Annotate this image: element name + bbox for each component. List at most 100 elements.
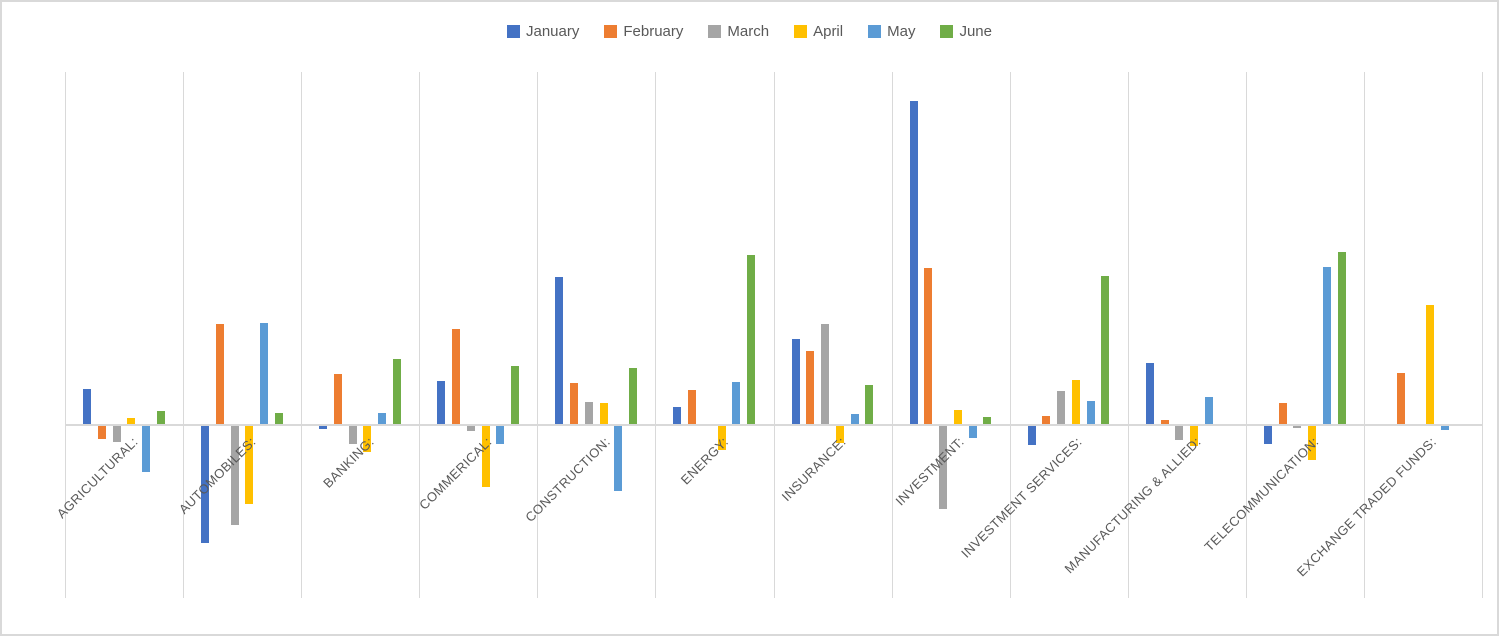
category-label: TELECOMMUNICATION: <box>1201 434 1322 555</box>
bar-february-5[interactable] <box>570 383 579 424</box>
bar-june-11[interactable] <box>1337 252 1346 424</box>
bar-may-8[interactable] <box>968 426 977 438</box>
bar-april-11[interactable] <box>1308 426 1317 460</box>
bar-april-2[interactable] <box>245 426 254 504</box>
bar-march-5[interactable] <box>584 402 593 424</box>
bar-april-1[interactable] <box>127 418 136 424</box>
category-label: INVESTMENT SERVICES: <box>958 434 1086 561</box>
chart-legend: January February March April May June <box>2 23 1497 40</box>
bar-may-5[interactable] <box>614 426 623 491</box>
bar-february-11[interactable] <box>1278 403 1287 424</box>
zero-axis-line <box>65 424 1482 426</box>
bar-february-4[interactable] <box>452 329 460 424</box>
category-label: CONSTRUCTION: <box>522 434 613 525</box>
bar-june-7[interactable] <box>865 385 874 424</box>
bar-june-3[interactable] <box>392 359 401 424</box>
bar-february-3[interactable] <box>333 374 342 424</box>
bar-may-2[interactable] <box>260 323 269 424</box>
bar-march-4[interactable] <box>466 426 475 431</box>
bar-april-5[interactable] <box>599 403 608 424</box>
bar-june-9[interactable] <box>1101 276 1110 424</box>
legend-label: June <box>959 23 992 40</box>
category-label: ENERGY: <box>677 434 732 488</box>
bar-june-2[interactable] <box>274 413 283 424</box>
vertical-gridline <box>65 72 66 598</box>
bar-april-9[interactable] <box>1071 380 1080 424</box>
category-label: MANUFACTURING & ALLIED: <box>1061 434 1204 577</box>
vertical-gridline <box>1009 72 1011 598</box>
bar-april-7[interactable] <box>835 426 844 443</box>
bar-march-11[interactable] <box>1293 426 1302 428</box>
bar-january-9[interactable] <box>1027 426 1036 445</box>
legend-swatch-march <box>708 25 722 38</box>
legend-swatch-april <box>794 25 808 38</box>
legend-swatch-january <box>507 25 520 38</box>
bar-may-11[interactable] <box>1322 267 1331 424</box>
bar-may-4[interactable] <box>496 426 505 444</box>
bar-june-5[interactable] <box>629 368 638 424</box>
bar-may-7[interactable] <box>850 414 859 424</box>
bar-january-2[interactable] <box>201 426 210 543</box>
legend-swatch-february <box>604 25 618 38</box>
bar-june-4[interactable] <box>511 366 519 424</box>
bar-february-6[interactable] <box>688 390 697 424</box>
legend-item-may[interactable]: May <box>868 23 915 40</box>
bar-january-8[interactable] <box>909 101 918 424</box>
bar-february-8[interactable] <box>924 268 933 424</box>
legend-item-april[interactable]: April <box>794 23 843 40</box>
bar-april-3[interactable] <box>363 426 372 452</box>
category-label: AGRICULTURAL: <box>53 434 141 522</box>
bar-february-9[interactable] <box>1042 416 1051 424</box>
bar-march-9[interactable] <box>1057 391 1066 424</box>
bar-january-10[interactable] <box>1145 363 1154 424</box>
bar-may-10[interactable] <box>1204 397 1213 424</box>
vertical-gridline <box>773 72 775 598</box>
legend-label: February <box>623 23 684 40</box>
bar-may-6[interactable] <box>732 382 741 424</box>
bar-june-8[interactable] <box>983 417 992 424</box>
bar-may-1[interactable] <box>142 426 150 472</box>
bar-april-4[interactable] <box>481 426 490 487</box>
legend-item-february[interactable]: February <box>604 23 683 40</box>
vertical-gridline <box>655 72 657 598</box>
legend-item-january[interactable]: January <box>507 23 579 40</box>
vertical-gridline <box>1245 72 1247 598</box>
bar-may-3[interactable] <box>378 413 387 424</box>
bar-february-7[interactable] <box>806 351 815 424</box>
bar-january-5[interactable] <box>555 277 564 424</box>
bar-june-1[interactable] <box>156 411 165 424</box>
bar-march-10[interactable] <box>1175 426 1184 440</box>
bar-january-1[interactable] <box>83 389 91 424</box>
bar-february-10[interactable] <box>1160 420 1169 424</box>
legend-label: April <box>813 23 844 40</box>
bar-february-1[interactable] <box>97 426 106 439</box>
bar-march-3[interactable] <box>348 426 357 444</box>
bar-march-2[interactable] <box>230 426 239 525</box>
bar-january-4[interactable] <box>437 381 446 424</box>
bar-april-10[interactable] <box>1190 426 1198 446</box>
category-label: INSURANCE: <box>779 434 850 505</box>
bar-january-11[interactable] <box>1263 426 1272 444</box>
legend-swatch-may <box>868 25 882 38</box>
bar-march-8[interactable] <box>939 426 948 509</box>
bar-february-2[interactable] <box>215 324 224 424</box>
bar-may-9[interactable] <box>1086 401 1095 424</box>
vertical-gridline <box>1127 72 1129 598</box>
vertical-gridline <box>183 72 185 598</box>
bar-april-8[interactable] <box>953 410 962 424</box>
bar-april-6[interactable] <box>717 426 726 450</box>
bar-january-3[interactable] <box>319 426 328 429</box>
legend-label: March <box>727 23 770 40</box>
legend-item-june[interactable]: June <box>940 23 992 40</box>
bar-may-12[interactable] <box>1440 426 1449 430</box>
vertical-gridline <box>891 72 893 598</box>
bar-june-6[interactable] <box>747 255 756 424</box>
bar-january-6[interactable] <box>673 407 682 424</box>
bar-april-12[interactable] <box>1426 305 1435 424</box>
bar-january-7[interactable] <box>791 339 800 424</box>
legend-item-march[interactable]: March <box>708 23 769 40</box>
bar-march-1[interactable] <box>112 426 121 442</box>
vertical-gridline <box>419 72 421 598</box>
bar-february-12[interactable] <box>1396 373 1405 424</box>
bar-march-7[interactable] <box>821 324 829 424</box>
